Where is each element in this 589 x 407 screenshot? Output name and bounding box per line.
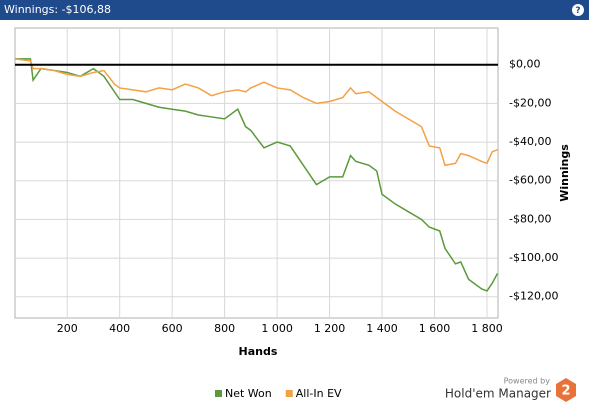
legend-label: All-In EV — [296, 387, 342, 400]
x-tick-label: 800 — [214, 322, 235, 335]
product-name: Hold'em Manager — [445, 387, 551, 401]
y-axis-title: Winnings — [558, 144, 571, 202]
logo — [556, 378, 576, 402]
legend-swatch — [215, 390, 222, 397]
x-tick-label: 1 200 — [314, 322, 346, 335]
legend-swatch — [285, 390, 293, 397]
x-tick-label: 1 800 — [471, 322, 503, 335]
y-tick-label: -$20,00 — [509, 96, 551, 109]
help-icon[interactable]: ? — [575, 6, 580, 16]
y-tick-label: -$120,00 — [509, 290, 558, 303]
title-bar — [0, 0, 589, 20]
y-tick-label: $0,00 — [509, 58, 541, 71]
powered-by: Powered by — [504, 377, 551, 386]
x-tick-label: 200 — [57, 322, 78, 335]
x-tick-label: 1 400 — [366, 322, 398, 335]
x-tick-label: 600 — [162, 322, 183, 335]
plot-area — [14, 27, 499, 319]
x-tick-label: 400 — [109, 322, 130, 335]
logo-version: 2 — [561, 384, 570, 399]
series-line — [15, 58, 499, 292]
x-tick-label: 1 000 — [261, 322, 293, 335]
x-tick-label: 1 600 — [419, 322, 451, 335]
legend-label: Net Won — [225, 387, 272, 400]
x-axis-title: Hands — [239, 345, 278, 358]
y-tick-label: -$100,00 — [509, 251, 558, 264]
series-line — [14, 58, 498, 167]
window-title: Winnings: -$106,88 — [4, 3, 111, 16]
y-tick-label: -$80,00 — [509, 212, 551, 225]
y-tick-label: -$40,00 — [509, 135, 551, 148]
y-tick-label: -$60,00 — [509, 174, 551, 187]
help-button[interactable] — [572, 4, 584, 16]
